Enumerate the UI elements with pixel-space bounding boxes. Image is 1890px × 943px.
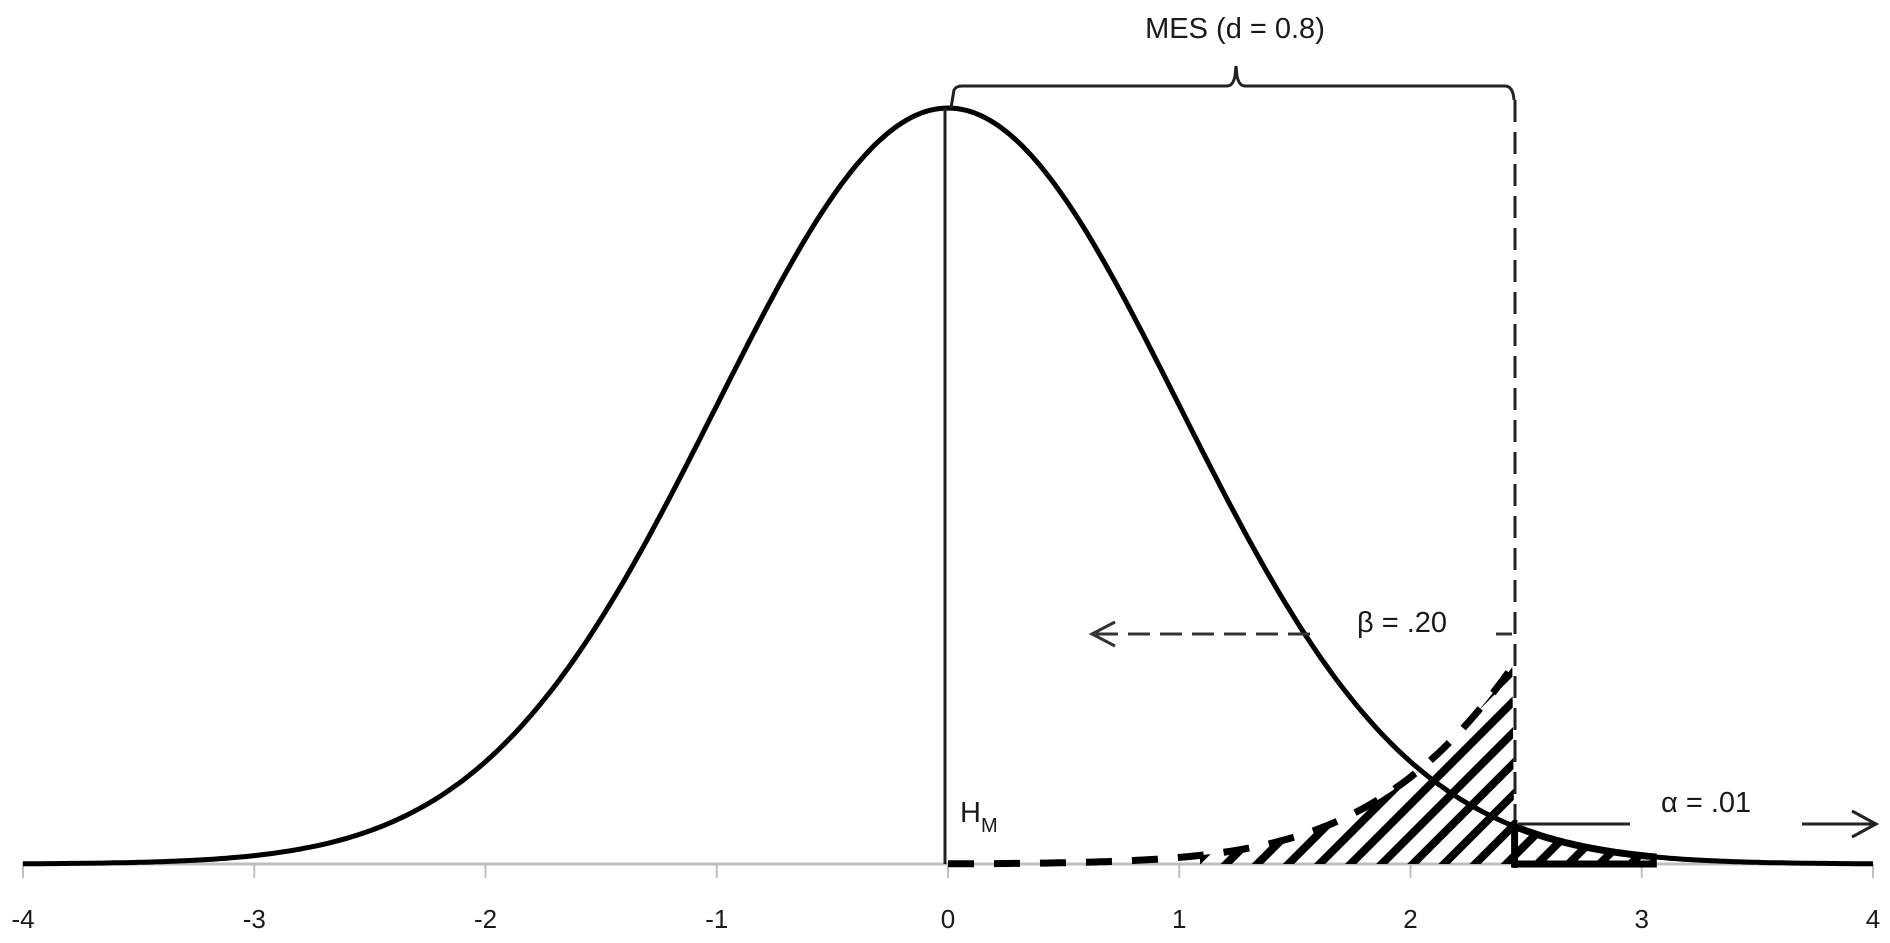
x-tick-label: 1 bbox=[1172, 904, 1186, 934]
alpha-arrow-head-icon bbox=[1851, 809, 1880, 839]
x-axis-tick-labels: -4 -3 -2 -1 0 1 2 3 4 bbox=[11, 904, 1880, 934]
mes-label: MES (d = 0.8) bbox=[1145, 13, 1325, 45]
alpha-label: α = .01 bbox=[1661, 787, 1751, 819]
x-tick-label: -2 bbox=[474, 904, 497, 934]
x-tick-label: 2 bbox=[1403, 904, 1417, 934]
x-tick-label: 3 bbox=[1635, 904, 1649, 934]
beta-arrow-head-icon bbox=[1088, 620, 1116, 648]
x-tick-label: -1 bbox=[705, 904, 728, 934]
h-m-subscript: M bbox=[981, 815, 998, 837]
x-tick-label: -4 bbox=[11, 904, 34, 934]
beta-region bbox=[1200, 667, 1515, 864]
alternative-distribution-curve bbox=[948, 664, 1516, 868]
mes-bracket bbox=[949, 65, 1516, 109]
x-tick-label: 0 bbox=[941, 904, 955, 934]
null-distribution-curve bbox=[23, 105, 1873, 867]
x-tick-label: -3 bbox=[243, 904, 266, 934]
beta-label: β = .20 bbox=[1357, 607, 1447, 639]
x-tick-label: 4 bbox=[1866, 904, 1880, 934]
h-m-label: HM bbox=[960, 797, 998, 837]
